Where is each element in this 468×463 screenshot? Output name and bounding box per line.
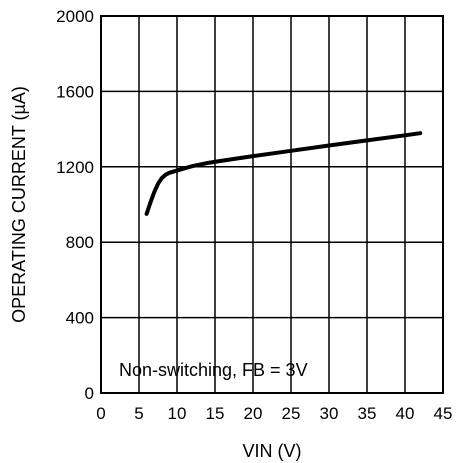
x-tick-label: 20 — [244, 404, 263, 423]
y-tick-labels: 0 400 800 1200 1600 2000 — [56, 7, 94, 403]
y-tick-label: 800 — [66, 233, 94, 252]
x-tick-label: 25 — [282, 404, 301, 423]
x-tick-label: 45 — [434, 404, 453, 423]
x-tick-label: 10 — [168, 404, 187, 423]
x-tick-label: 0 — [96, 404, 105, 423]
x-tick-label: 5 — [134, 404, 143, 423]
grid — [101, 16, 443, 393]
y-tick-label: 400 — [66, 309, 94, 328]
x-axis-label: VIN (V) — [242, 441, 301, 461]
x-tick-label: 40 — [396, 404, 415, 423]
x-tick-labels: 0 5 10 15 20 25 30 35 40 45 — [96, 404, 452, 423]
y-tick-label: 1600 — [56, 82, 94, 101]
y-tick-label: 1200 — [56, 158, 94, 177]
x-tick-label: 30 — [320, 404, 339, 423]
x-tick-label: 15 — [206, 404, 225, 423]
y-tick-label: 2000 — [56, 7, 94, 26]
series-line — [144, 131, 423, 216]
plot-frame — [100, 15, 444, 394]
y-tick-label: 0 — [85, 384, 94, 403]
x-tick-label: 35 — [358, 404, 377, 423]
series-group — [144, 131, 423, 216]
y-axis-label: OPERATING CURRENT (µA) — [9, 86, 29, 323]
chart-annotation: Non-switching, FB = 3V — [119, 360, 308, 380]
